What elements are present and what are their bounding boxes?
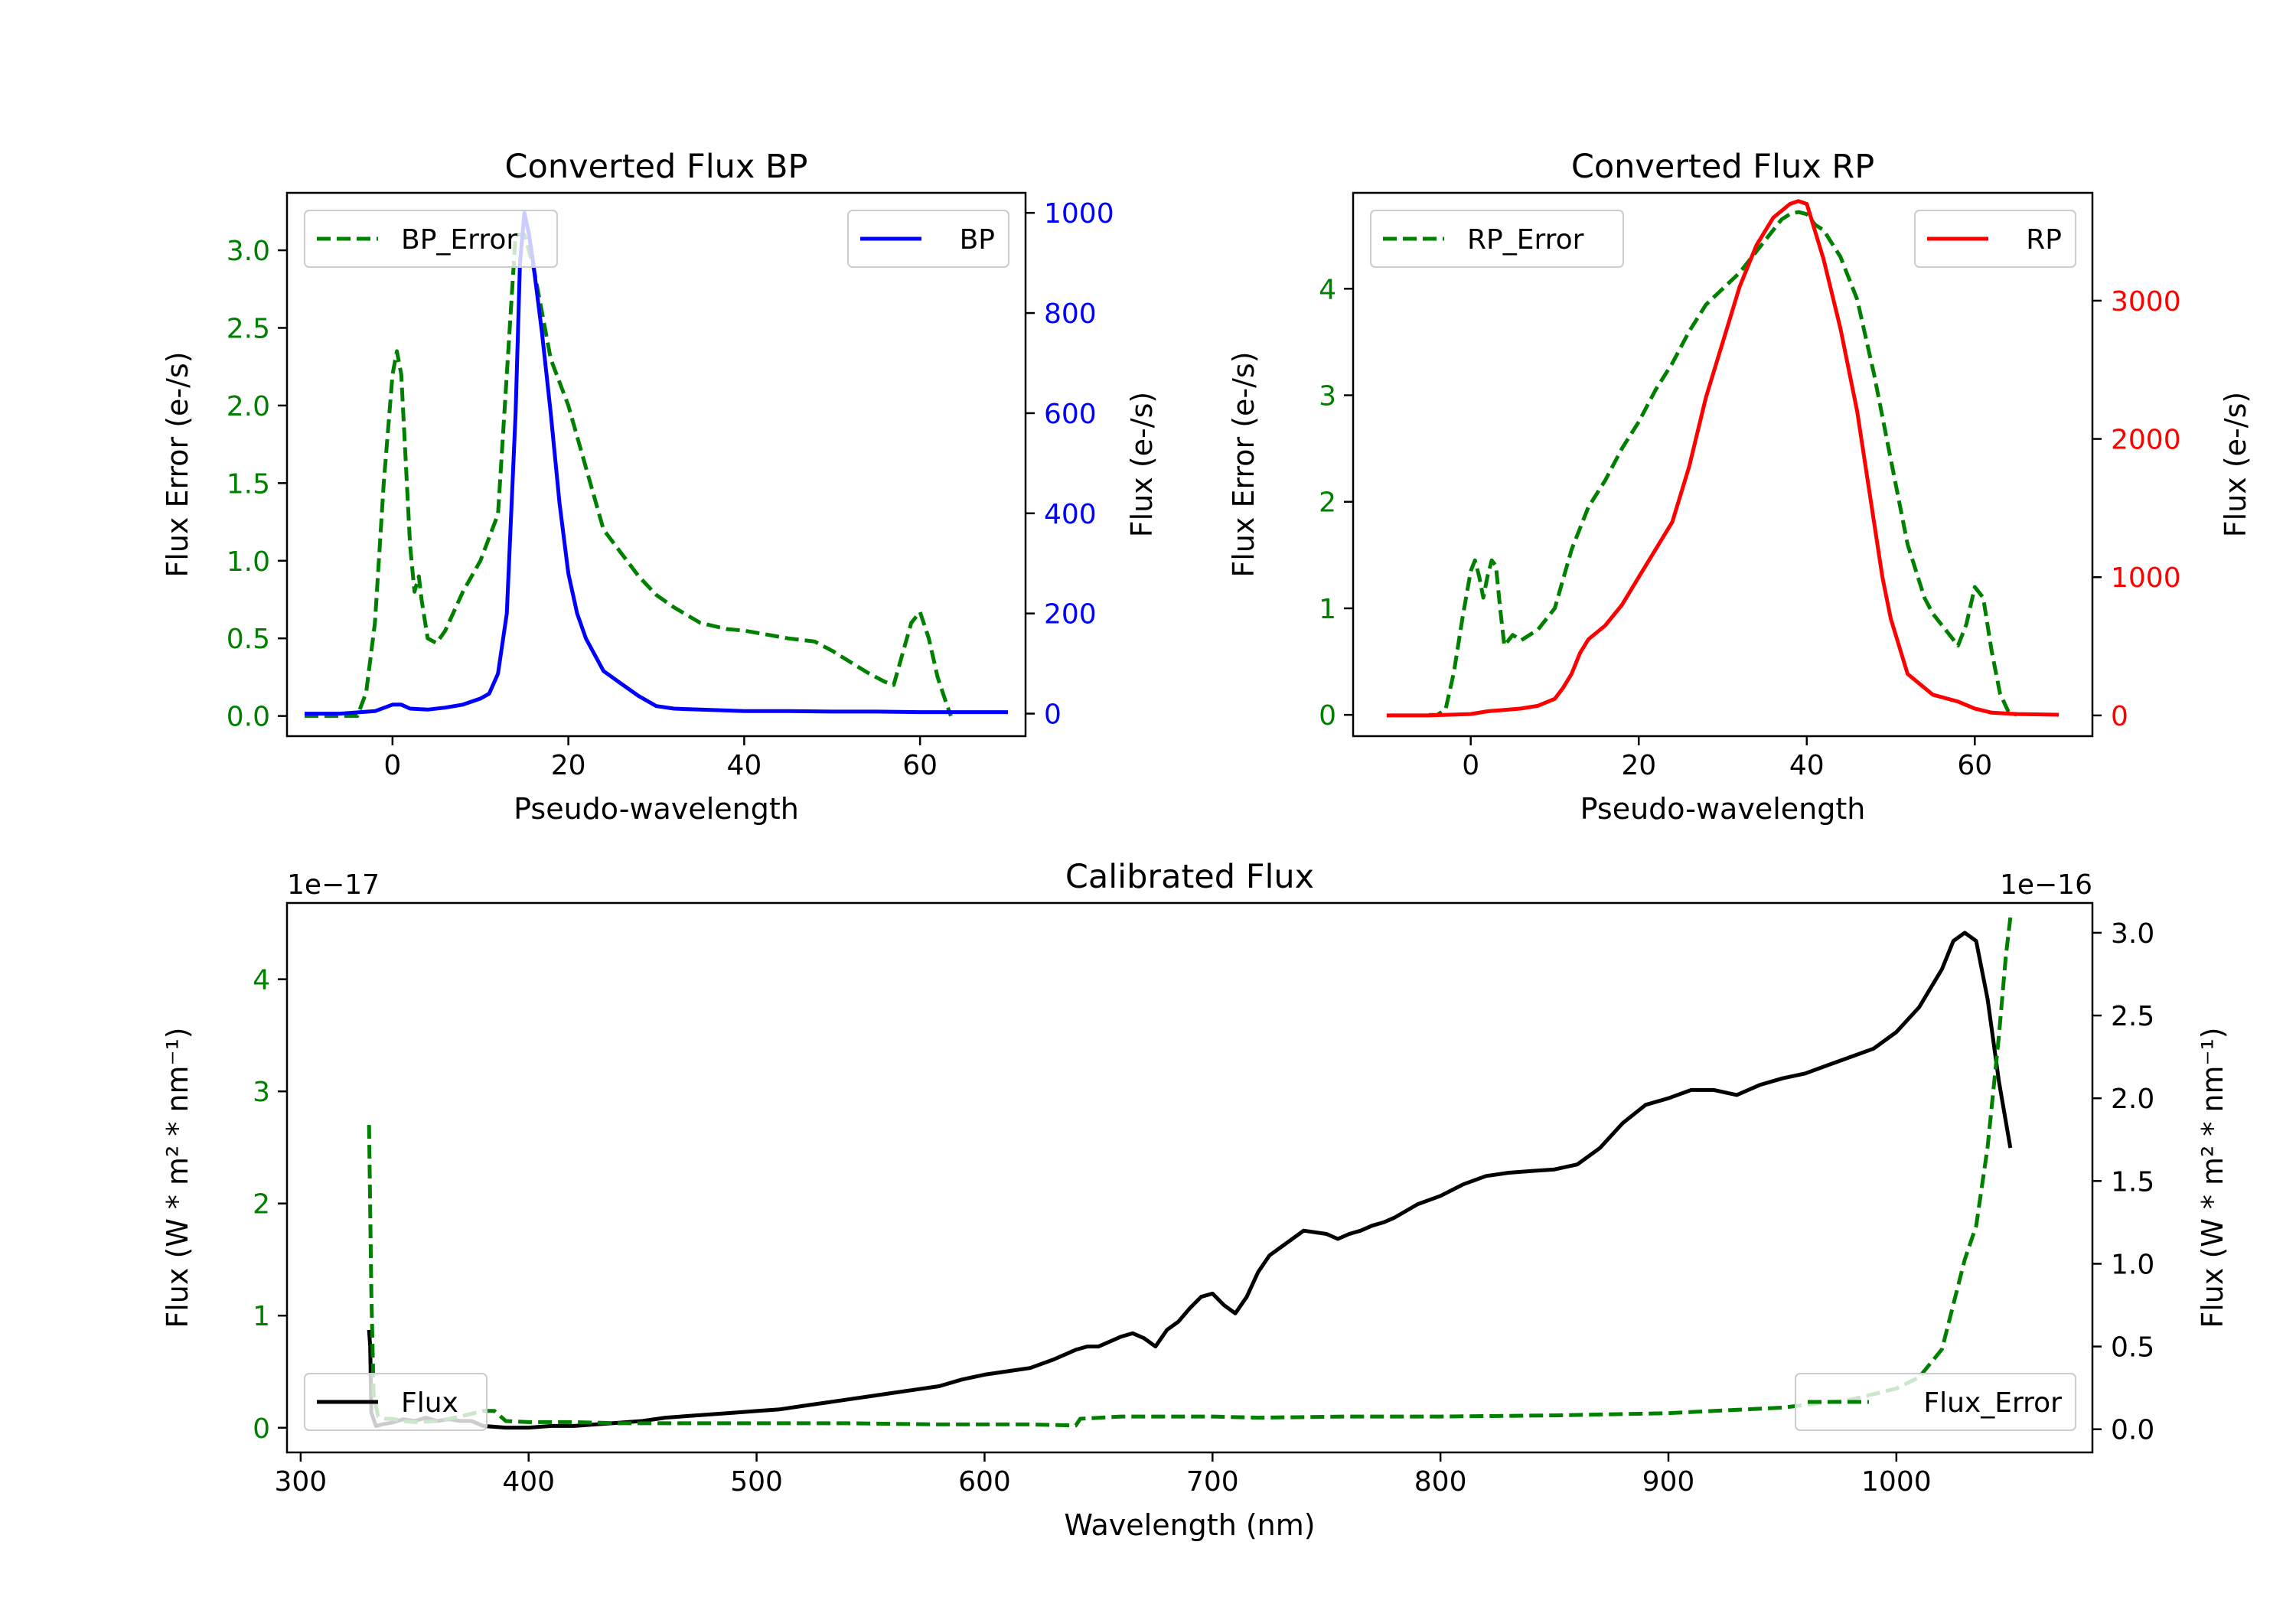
chart-calibrated-xtick-label: 300 [275,1466,328,1498]
chart-rp-legend-right-label: RP [2026,224,2062,256]
chart-calibrated-xtick-label: 900 [1642,1466,1695,1498]
chart-rp-legend-right-box [1914,210,2076,268]
chart-bp-legend-left: BP_Error [304,210,558,268]
chart-calibrated-legend-right-label: Flux_Error [1923,1387,2062,1419]
chart-rp-xlabel: Pseudo-wavelength [1580,792,1866,826]
chart-rp-ytick-left-label: 4 [1319,274,1336,305]
chart-bp-ytick-left-label: 1.0 [227,546,270,578]
chart-calibrated-legend-left: Flux [304,1373,488,1431]
chart-calibrated-ytick-left-label: 1 [253,1301,270,1332]
chart-calibrated-xtick-label: 700 [1186,1466,1239,1498]
chart-calibrated-xtick-label: 400 [502,1466,555,1498]
chart-calibrated-series-flux-error [367,917,2013,1428]
chart-bp-xtick-label: 0 [383,750,401,781]
chart-bp-xtick-label: 20 [551,750,586,781]
chart-bp-frame [285,191,1027,738]
chart-calibrated: Calibrated Flux 300 400 500 600 700 800 900 1000… [161,858,2229,1542]
chart-bp-legend-right-label: BP [960,224,995,256]
chart-rp-ytick-left-label: 3 [1319,381,1336,412]
chart-calibrated-ytick-right-label: 2.5 [2111,1001,2154,1032]
chart-calibrated-ytick-left-label: 2 [253,1189,270,1221]
chart-bp-ytick-left-label: 0.0 [227,702,270,733]
chart-bp-ytick-left-label: 1.5 [227,468,270,500]
chart-rp-ytick-left-label: 2 [1319,487,1336,519]
chart-rp-ytick-right-label: 2000 [2111,425,2181,456]
chart-bp-ytick-right-label: 0 [1044,699,1062,731]
chart-bp-ytick-right-label: 400 [1044,499,1097,530]
chart-rp-series-rp-error [1428,210,2018,717]
chart-rp-legend-left-box [1370,210,1624,268]
chart-bp-legend-right-box [847,210,1009,268]
chart-calibrated-ytick-right-label: 3.0 [2111,918,2154,950]
chart-calibrated-series-flux [367,931,2013,1430]
chart-calibrated-legend-left-label: Flux [401,1387,458,1419]
chart-calibrated-ytick-right-label: 2.0 [2111,1084,2154,1115]
chart-rp-ytick-right-label: 3000 [2111,286,2181,318]
chart-bp: Converted Flux BP 0 20 40 60 0.0 0.5 1.0 1.5 2.0 2… [161,148,1159,826]
chart-bp-ytick-right-label: 800 [1044,298,1097,330]
chart-calibrated-xtick-label: 600 [958,1466,1011,1498]
chart-bp-xlabel: Pseudo-wavelength [514,792,799,826]
chart-bp-legend-left-box [304,210,558,268]
chart-bp-ytick-right-label: 1000 [1044,198,1114,230]
chart-calibrated-ylabel-left: Flux (W * m² * nm⁻¹) [161,1027,194,1328]
chart-rp-series-rp [1386,199,2060,718]
chart-bp-ylabel-left: Flux Error (e-/s) [161,351,194,577]
chart-calibrated-ytick-right-label: 0.5 [2111,1332,2154,1364]
chart-calibrated-ytick-right-label: 0.0 [2111,1415,2154,1446]
chart-calibrated-xtick-label: 1000 [1861,1466,1932,1498]
chart-calibrated-xlabel: Wavelength (nm) [1064,1508,1315,1542]
chart-bp-xtick-label: 60 [902,750,938,781]
chart-bp-xtick-label: 40 [726,750,762,781]
chart-bp-series-bp-error [305,233,953,719]
chart-calibrated-offset-left: 1e−17 [287,869,380,901]
chart-calibrated-legend-right: Flux_Error [1795,1373,2076,1431]
chart-bp-ylabel-right: Flux (e-/s) [1125,392,1159,537]
chart-calibrated-ytick-left-label: 4 [253,965,270,996]
chart-calibrated-ytick-left-label: 0 [253,1413,270,1445]
chart-rp-frame [1352,191,2094,738]
chart-rp-legend-left: RP_Error [1370,210,1624,268]
chart-rp-ytick-left-label: 1 [1319,594,1336,625]
chart-bp-ytick-right-label: 200 [1044,599,1097,631]
chart-rp-ytick-right-label: 0 [2111,701,2128,732]
chart-calibrated-ytick-right-label: 1.5 [2111,1166,2154,1198]
chart-rp-legend-left-label: RP_Error [1467,224,1584,256]
chart-bp-ytick-left-label: 0.5 [227,624,270,655]
chart-bp-ytick-left-label: 2.5 [227,313,270,344]
chart-calibrated-xtick-label: 800 [1414,1466,1467,1498]
chart-calibrated-legend-right-box [1795,1373,2076,1431]
chart-calibrated-offset-right: 1e−16 [2000,869,2092,901]
chart-bp-legend-left-label: BP_Error [401,224,517,256]
chart-bp-title: Converted Flux BP [505,148,808,186]
chart-bp-ytick-left-label: 2.0 [227,391,270,422]
chart-calibrated-title: Calibrated Flux [1065,858,1314,896]
chart-rp-xtick-label: 60 [1957,750,1992,781]
chart-calibrated-xtick-label: 500 [730,1466,783,1498]
chart-bp-ytick-right-label: 600 [1044,399,1097,430]
chart-rp-legend-right: RP [1914,210,2076,268]
chart-rp-xtick-label: 0 [1462,750,1479,781]
chart-rp-xtick-label: 20 [1621,750,1656,781]
chart-calibrated-frame [285,901,2094,1454]
chart-rp-ylabel-left: Flux Error (e-/s) [1227,351,1261,577]
chart-rp-title: Converted Flux RP [1571,148,1874,186]
chart-calibrated-ytick-left-label: 3 [253,1077,270,1108]
chart-calibrated-ylabel-right: Flux (W * m² * nm⁻¹) [2196,1027,2229,1328]
chart-calibrated-ytick-right-label: 1.0 [2111,1249,2154,1280]
chart-rp-xtick-label: 40 [1789,750,1825,781]
chart-bp-series-bp [305,210,1008,716]
chart-calibrated-legend-left-box [304,1373,488,1431]
chart-rp: Converted Flux RP0 20 40 600123401000200030… [1227,148,2252,826]
chart-bp-ytick-left-label: 3.0 [227,236,270,267]
chart-rp-ytick-right-label: 1000 [2111,562,2181,594]
chart-rp-ytick-left-label: 0 [1319,700,1336,732]
chart-rp-ylabel-right: Flux (e-/s) [2219,392,2252,537]
chart-bp-legend-right: BP [847,210,1009,268]
